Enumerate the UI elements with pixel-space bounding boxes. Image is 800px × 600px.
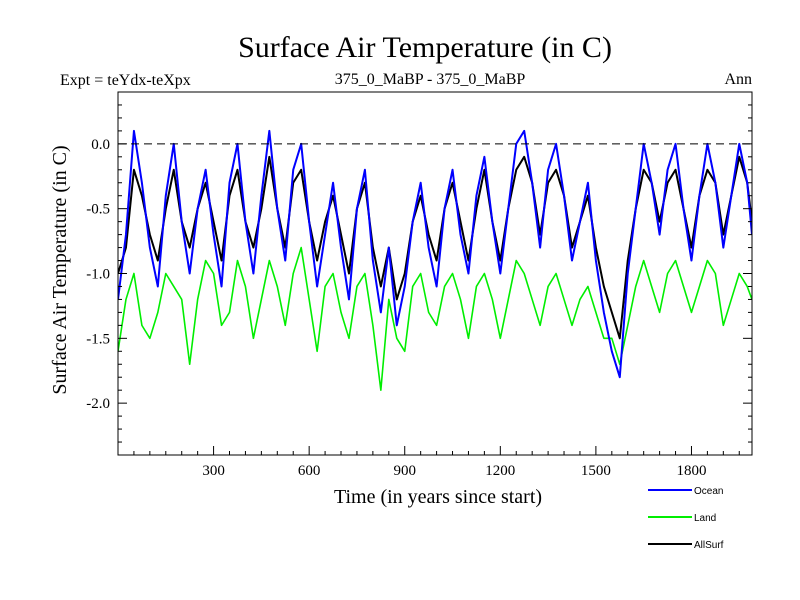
series-line-ocean <box>118 129 752 379</box>
y-tick-label: -0.5 <box>86 202 110 218</box>
y-tick-label: -1.0 <box>86 267 110 283</box>
subtitle-center: 375_0_MaBP - 375_0_MaBP <box>335 71 526 88</box>
legend-label-ocean: Ocean <box>694 486 723 497</box>
legend-label-allsurf: AllSurf <box>694 540 724 551</box>
series-line-land <box>118 246 752 391</box>
axis-ticks: 300 600 900 1200 1500 1800 0.0 -0.5 -1.0 -1.5 -2.0 <box>86 104 752 479</box>
series-layer <box>118 129 752 391</box>
x-tick-label: 300 <box>202 463 225 479</box>
x-tick-label: 600 <box>298 463 321 479</box>
legend: Ocean Land AllSurf <box>648 486 724 551</box>
subtitle-right: Ann <box>724 71 752 88</box>
subtitle-left: Expt = teYdx-teXpx <box>60 72 191 89</box>
chart-title: Surface Air Temperature (in C) <box>238 31 612 64</box>
y-axis-label: Surface Air Temperature (in C) <box>49 145 71 394</box>
y-tick-label: 0.0 <box>91 137 110 153</box>
y-tick-label: -1.5 <box>86 331 110 347</box>
x-tick-label: 1800 <box>676 463 706 479</box>
x-tick-label: 1200 <box>485 463 515 479</box>
x-axis-label: Time (in years since start) <box>334 486 542 508</box>
y-tick-label: -2.0 <box>86 396 110 412</box>
legend-label-land: Land <box>694 513 716 524</box>
x-tick-label: 900 <box>393 463 416 479</box>
x-tick-label: 1500 <box>581 463 611 479</box>
series-line-allsurf <box>118 155 752 340</box>
